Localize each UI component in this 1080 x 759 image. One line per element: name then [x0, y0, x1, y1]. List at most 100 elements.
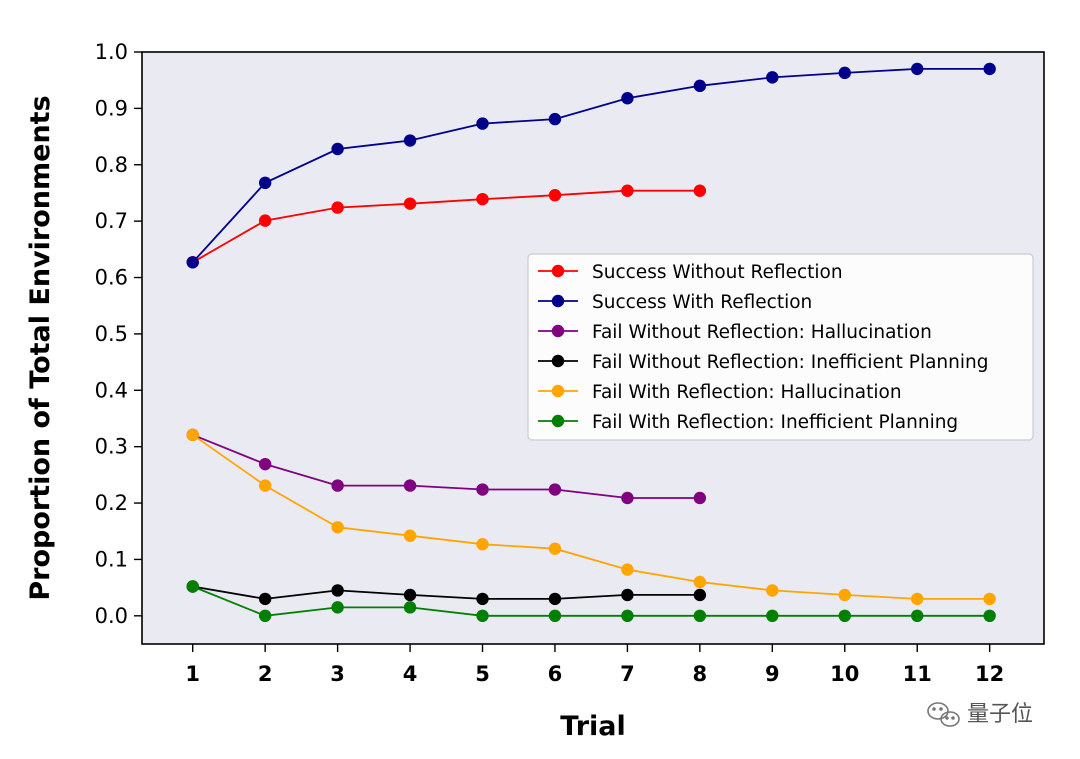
legend-entry: Success With Reflection — [538, 292, 812, 313]
data-point — [693, 184, 707, 197]
legend-label: Fail With Reflection: Hallucination — [592, 382, 902, 403]
series-fail-without-reflection-inefficient-planning — [186, 580, 707, 606]
data-point — [403, 588, 417, 602]
y-tick-label: 0.4 — [95, 378, 128, 402]
y-tick-label: 0.6 — [95, 266, 128, 290]
legend-entry: Success Without Reflection — [538, 262, 843, 283]
data-point — [476, 117, 489, 130]
data-point — [403, 529, 417, 542]
x-tick-label: 2 — [258, 662, 273, 686]
series-line — [192, 585, 700, 600]
legend-label: Success With Reflection — [592, 292, 812, 313]
series-line — [192, 585, 990, 617]
y-tick-label: 0.1 — [95, 547, 128, 571]
series-layer — [186, 62, 996, 623]
data-point — [331, 201, 344, 214]
data-point — [548, 542, 562, 555]
data-point — [621, 563, 634, 576]
legend-marker — [551, 414, 565, 428]
legend-entry: Fail With Reflection: Hallucination — [538, 382, 902, 403]
data-point — [693, 609, 707, 623]
data-point — [186, 256, 199, 269]
data-point — [911, 609, 924, 623]
data-point — [693, 588, 707, 602]
legend-entry: Fail Without Reflection: Hallucination — [538, 322, 932, 343]
data-point — [693, 575, 707, 589]
y-tick-label: 0.8 — [95, 153, 128, 177]
data-point — [476, 483, 489, 496]
legend-label: Fail Without Reflection: Hallucination — [592, 322, 932, 343]
legend-marker — [551, 354, 565, 368]
data-point — [258, 457, 272, 471]
data-point — [621, 609, 634, 623]
legend-marker — [551, 384, 565, 398]
series-fail-with-reflection-inefficient-planning — [186, 580, 996, 623]
legend-marker — [551, 324, 565, 338]
data-point — [766, 71, 779, 84]
data-point — [258, 592, 272, 606]
y-tick-label: 0.3 — [95, 435, 128, 459]
data-point — [331, 521, 344, 534]
y-tick-label: 0.9 — [95, 96, 128, 120]
data-point — [911, 592, 924, 606]
data-point — [476, 609, 489, 623]
data-point — [258, 176, 272, 190]
data-point — [258, 609, 272, 623]
x-tick-label: 10 — [830, 662, 859, 686]
legend-entry: Fail Without Reflection: Inefficient Pla… — [538, 352, 988, 373]
data-point — [838, 66, 851, 80]
wechat-icon — [927, 702, 960, 727]
data-point — [766, 584, 779, 597]
data-point — [548, 592, 562, 606]
data-point — [403, 134, 417, 147]
legend-label: Fail Without Reflection: Inefficient Pla… — [592, 352, 988, 373]
x-tick-label: 1 — [185, 662, 200, 686]
x-tick-label: 8 — [693, 662, 708, 686]
data-point — [476, 538, 489, 551]
data-point — [258, 479, 272, 492]
x-tick-label: 12 — [975, 662, 1004, 686]
x-tick-label: 4 — [403, 662, 418, 686]
x-tick-label: 7 — [620, 662, 635, 686]
data-point — [838, 609, 851, 623]
data-point — [548, 112, 562, 126]
data-point — [403, 601, 417, 614]
y-tick-label: 0.2 — [95, 491, 128, 515]
series-success-with-reflection — [186, 62, 996, 269]
y-tick-label: 0.7 — [95, 209, 128, 233]
legend-marker — [551, 264, 565, 278]
y-tick-label: 0.0 — [95, 604, 128, 628]
data-point — [766, 609, 779, 623]
data-point — [983, 592, 996, 606]
legend-label: Success Without Reflection — [592, 262, 843, 283]
series-line — [192, 189, 700, 264]
data-point — [983, 609, 996, 623]
data-point — [911, 62, 924, 76]
x-axis-title: Trial — [560, 711, 626, 742]
data-point — [476, 592, 489, 606]
x-tick-label: 9 — [765, 662, 780, 686]
x-tick-label: 6 — [548, 662, 563, 686]
legend-marker — [551, 294, 565, 308]
legend: Success Without Reflection Success With R… — [527, 253, 1034, 441]
data-point — [548, 609, 562, 623]
data-point — [331, 584, 344, 597]
data-point — [693, 79, 707, 93]
data-point — [838, 588, 851, 602]
data-point — [621, 92, 634, 105]
data-point — [186, 428, 199, 442]
watermark-text: 量子位 — [967, 702, 1033, 727]
y-axis: 0.0 0.1 0.2 0.3 0.4 0.5 0.6 0.7 0.8 0.9 1.0 — [95, 40, 142, 628]
data-point — [621, 184, 634, 197]
legend-label: Fail With Reflection: Inefficient Planni… — [592, 412, 958, 433]
data-point — [548, 189, 562, 202]
data-point — [331, 601, 344, 614]
y-tick-label: 1.0 — [95, 40, 128, 64]
series-fail-with-reflection-hallucination — [186, 428, 996, 606]
watermark: 量子位 — [927, 702, 1033, 727]
legend-entry: Fail With Reflection: Inefficient Planni… — [538, 412, 958, 433]
data-point — [331, 479, 344, 492]
data-point — [693, 491, 707, 505]
y-axis-title: Proportion of Total Environments — [25, 95, 56, 600]
x-tick-label: 3 — [330, 662, 345, 686]
